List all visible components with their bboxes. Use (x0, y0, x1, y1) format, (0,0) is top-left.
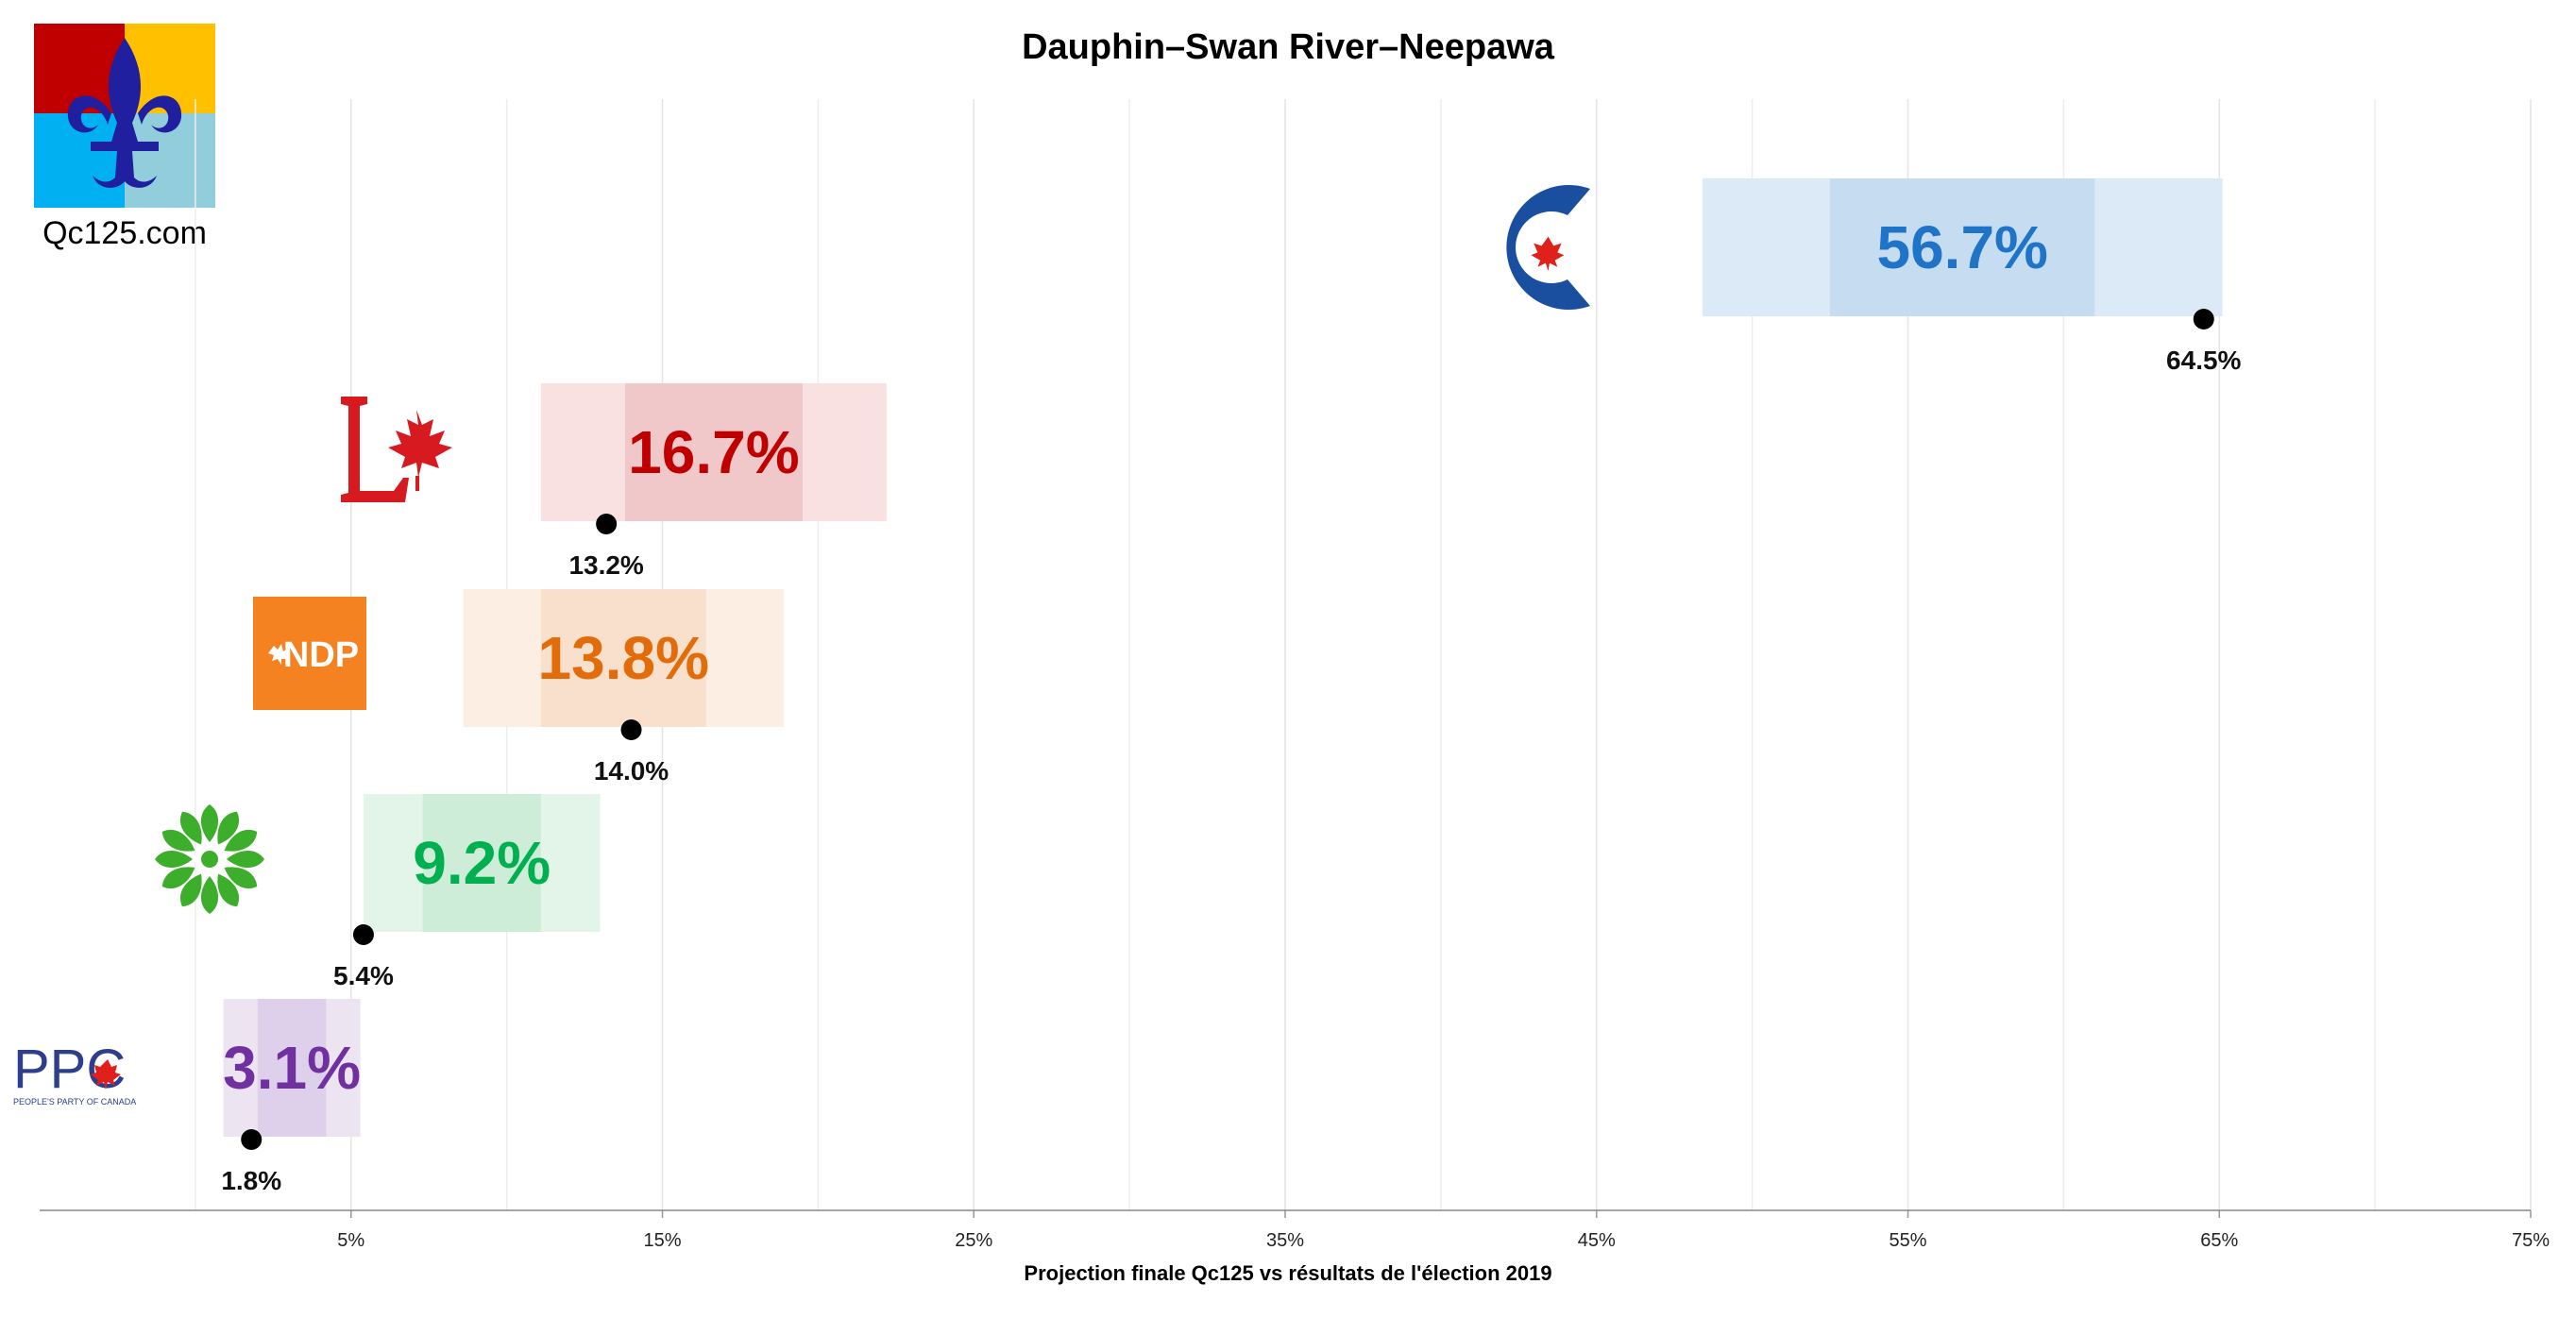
range-bar-inner (422, 794, 541, 932)
qc125-logo: Qc125.com (34, 24, 215, 251)
x-tick-label: 5% (337, 1230, 364, 1251)
projection-label: 9.2% (413, 829, 551, 897)
result-marker (596, 514, 618, 534)
maple-leaf-icon (268, 644, 289, 665)
petal-shape (180, 873, 202, 907)
petal-shape (217, 873, 239, 907)
petal-shape (217, 811, 239, 845)
x-tick-label: 55% (1889, 1230, 1926, 1251)
grid-layer: 5% 15% 25% 35% 45% 55% 65% 75% (40, 99, 2550, 1251)
petal-shape (155, 851, 193, 868)
range-bar-inner (1830, 178, 2095, 316)
petal-shape (161, 830, 195, 852)
flower-core (201, 851, 218, 868)
gpc-logo (155, 804, 264, 914)
ndp-logo: NDP (253, 597, 366, 710)
x-tick-label: 45% (1578, 1230, 1616, 1251)
petal-shape (200, 876, 219, 914)
result-marker (241, 1129, 263, 1150)
result-label: 14.0% (594, 756, 669, 786)
projection-label: 56.7% (1876, 213, 2047, 281)
result-marker (352, 924, 374, 945)
party-row-ppc: 3.1% 1.8% (221, 999, 361, 1195)
cpc-logo (1506, 185, 1590, 310)
result-label: 64.5% (2166, 346, 2241, 375)
result-label: 5.4% (333, 961, 394, 990)
petal-shape (180, 811, 202, 845)
projection-label: 16.7% (628, 418, 799, 486)
party-row-gpc: 9.2% 5.4% (333, 794, 601, 990)
maple-leaf-icon (91, 1059, 121, 1090)
range-bar-inner (540, 589, 706, 727)
ppc-logo-subtext: PEOPLE'S PARTY OF CANADA (13, 1097, 136, 1107)
bars-layer: 56.7% 64.5% 16.7% 13.2% 13.8% 14.0% 9.2% 5.4% 3.… (221, 178, 2242, 1195)
chart-title: Dauphin–Swan River–Neepawa (1022, 27, 1555, 67)
result-marker (620, 719, 642, 740)
result-label: 13.2% (568, 550, 643, 580)
result-marker (2193, 309, 2214, 330)
projection-label: 3.1% (223, 1034, 361, 1102)
petal-shape (161, 867, 195, 888)
fleur-de-lis-icon (67, 38, 182, 188)
party-row-lpc: 16.7% 13.2% (540, 383, 887, 580)
x-tick-label: 15% (643, 1230, 681, 1251)
x-tick-label: 25% (955, 1230, 992, 1251)
x-axis-label: Projection finale Qc125 vs résultats de … (1024, 1261, 1551, 1285)
party-row-ndp: 13.8% 14.0% (463, 589, 785, 786)
x-tick-label: 35% (1266, 1230, 1304, 1251)
logo-text: Qc125.com (42, 215, 207, 251)
lpc-logo (341, 397, 452, 502)
x-tick-label: 65% (2200, 1230, 2238, 1251)
party-row-cpc: 56.7% 64.5% (1702, 178, 2242, 375)
ppc-logo: PPC PEOPLE'S PARTY OF CANADA (13, 1039, 136, 1107)
result-label: 1.8% (221, 1166, 281, 1195)
maple-leaf-icon (388, 410, 452, 478)
range-bar-inner (257, 999, 327, 1137)
ndp-logo-text: NDP (283, 635, 359, 675)
projection-label: 13.8% (538, 624, 709, 692)
x-tick-label: 75% (2512, 1230, 2550, 1251)
petal-shape (224, 867, 258, 888)
range-bar-inner (624, 383, 803, 521)
maple-leaf-icon (1531, 236, 1565, 271)
petal-shape (227, 851, 264, 868)
petal-shape (200, 804, 219, 842)
petal-shape (224, 830, 258, 852)
